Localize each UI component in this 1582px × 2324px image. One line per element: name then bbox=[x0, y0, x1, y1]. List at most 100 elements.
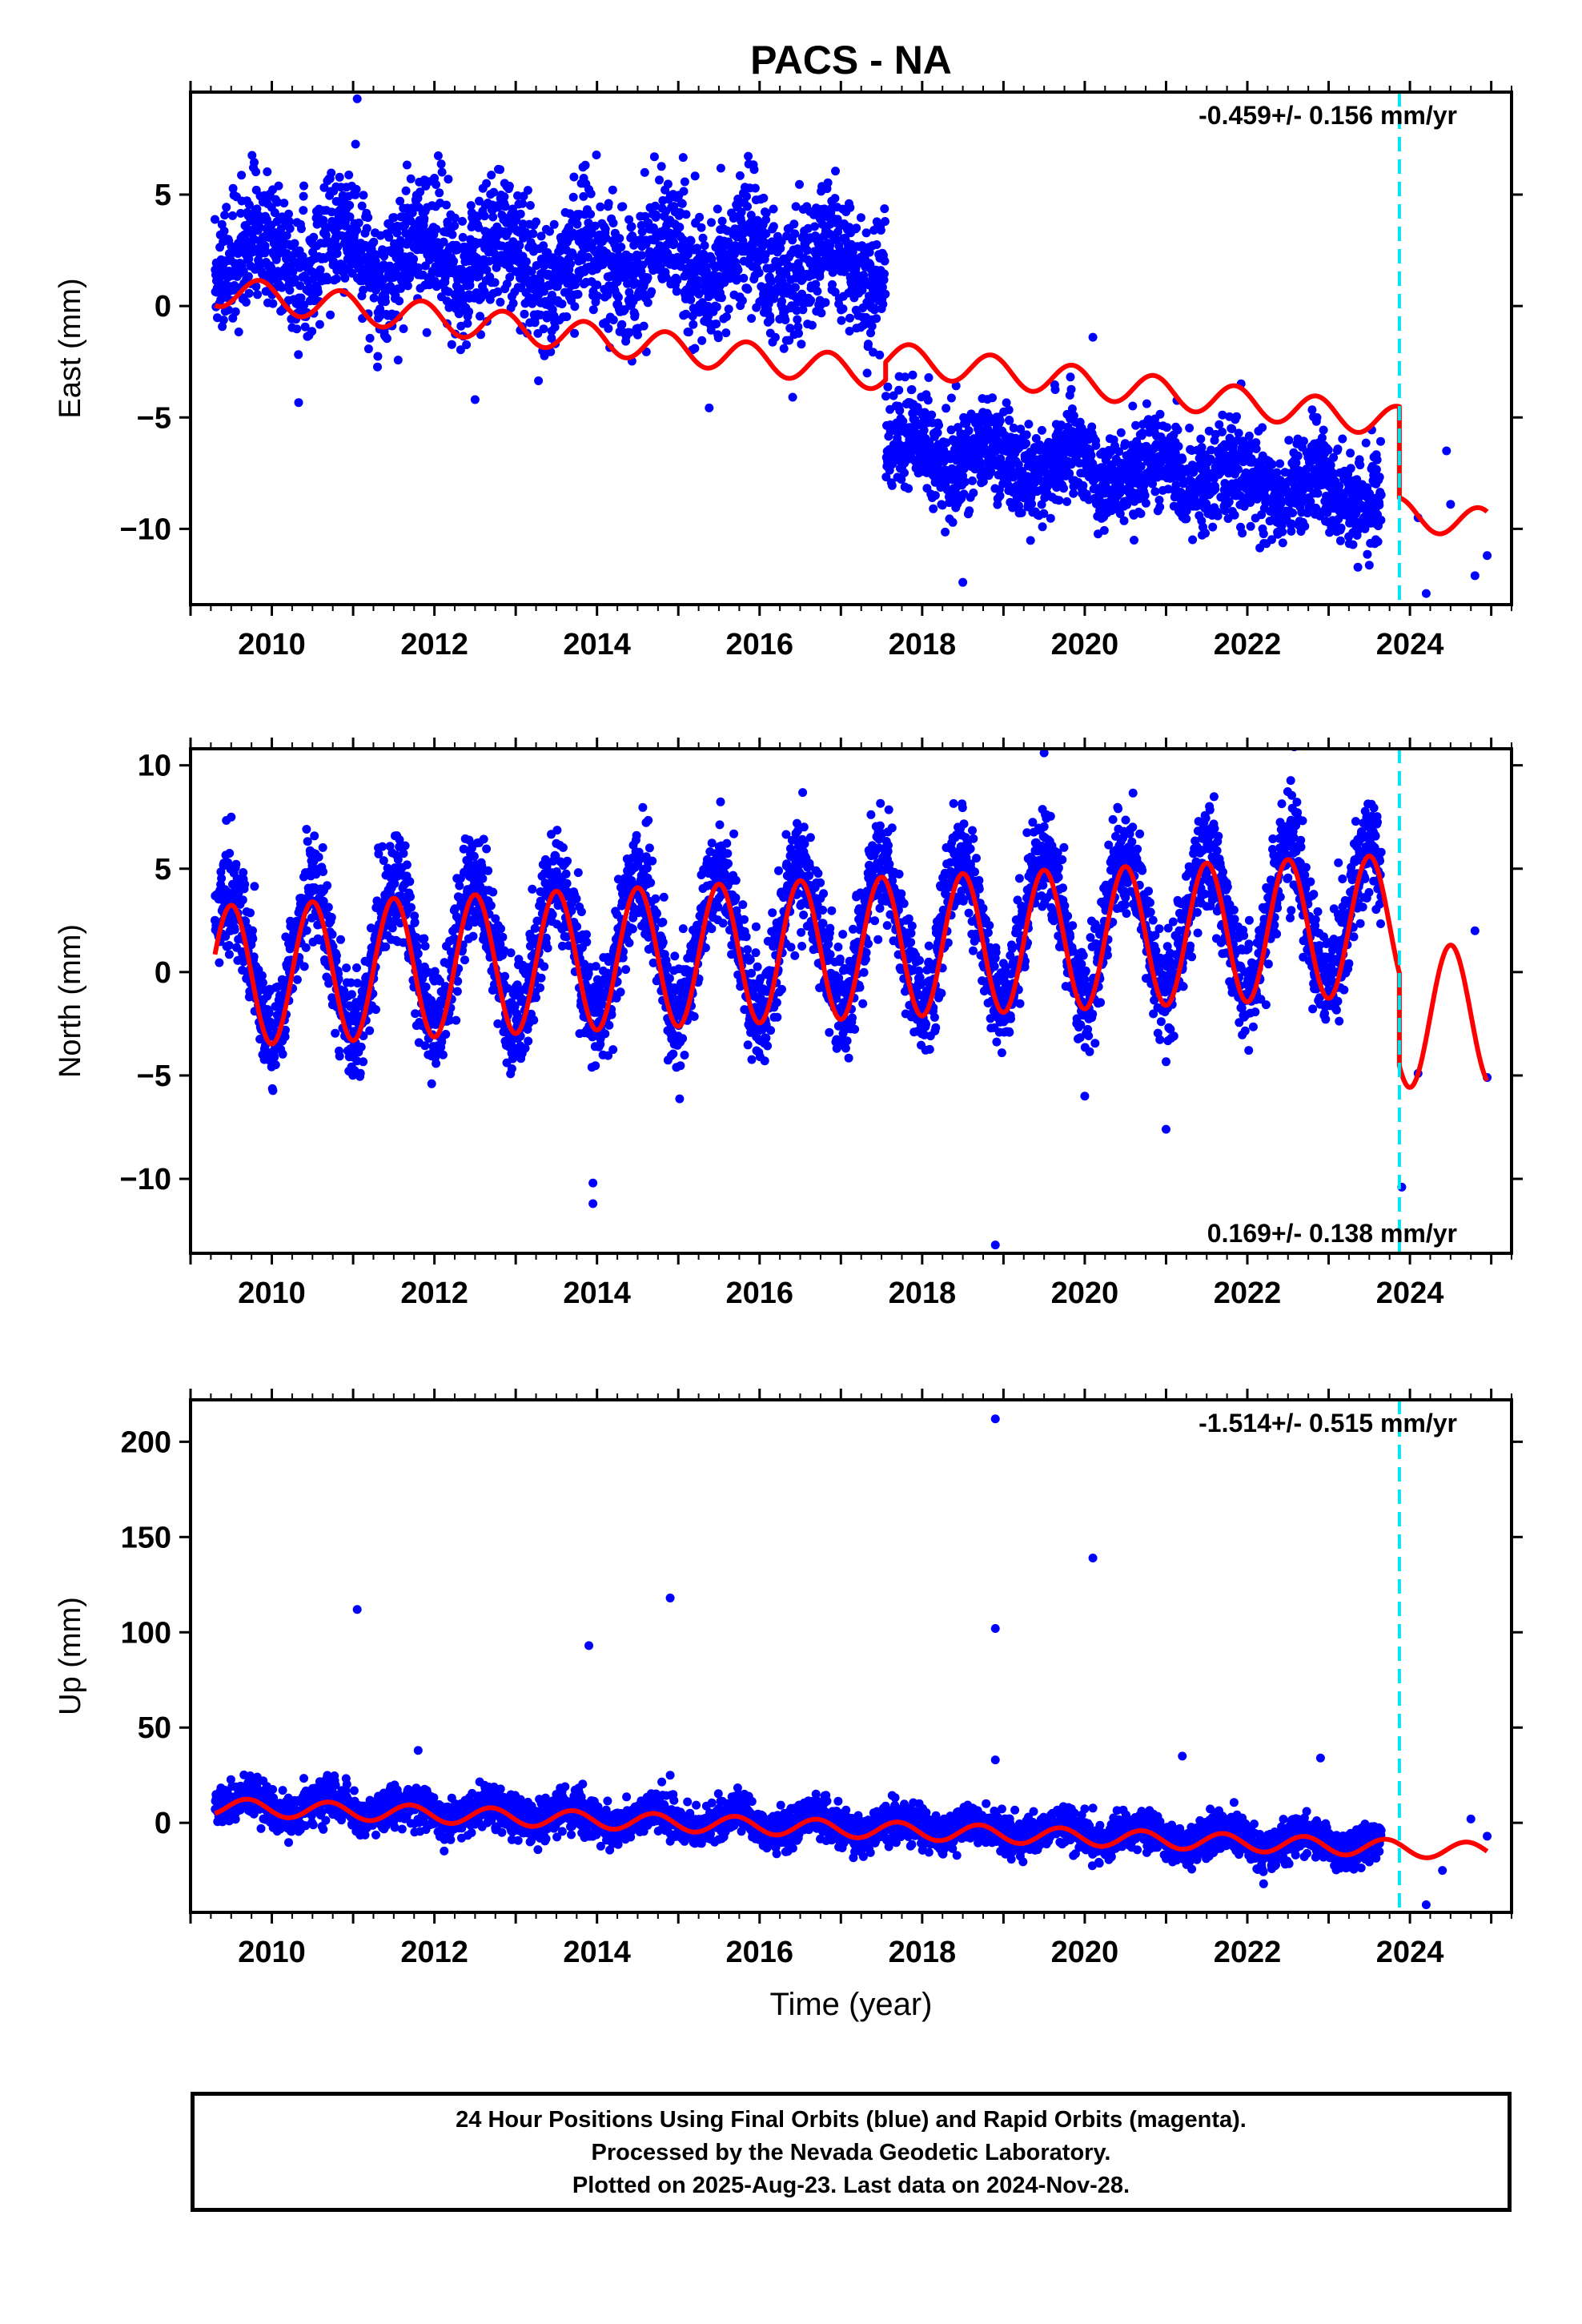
data-point bbox=[1114, 447, 1124, 456]
data-point bbox=[1038, 522, 1047, 532]
data-point bbox=[617, 320, 627, 329]
data-point bbox=[1014, 501, 1024, 511]
x-tick-label: 2022 bbox=[1214, 628, 1282, 661]
outlier-point bbox=[1446, 500, 1456, 509]
data-point bbox=[335, 1051, 344, 1061]
data-point bbox=[219, 227, 229, 235]
data-point bbox=[586, 189, 596, 199]
data-point bbox=[1059, 484, 1068, 493]
data-point bbox=[821, 298, 830, 308]
data-point bbox=[296, 293, 306, 303]
data-point bbox=[678, 235, 688, 244]
data-point bbox=[942, 404, 951, 413]
data-point bbox=[520, 309, 529, 319]
data-point bbox=[776, 243, 785, 253]
data-point bbox=[1016, 424, 1026, 434]
data-point bbox=[923, 396, 933, 405]
data-point bbox=[504, 181, 514, 191]
data-point bbox=[1146, 421, 1155, 431]
data-point bbox=[624, 328, 634, 337]
data-point bbox=[359, 285, 368, 295]
data-point bbox=[371, 250, 380, 259]
data-point bbox=[785, 336, 794, 345]
data-point bbox=[572, 219, 582, 229]
data-point bbox=[1046, 513, 1055, 523]
data-point bbox=[363, 213, 373, 223]
data-point bbox=[442, 200, 451, 210]
data-point bbox=[938, 501, 947, 510]
data-point bbox=[613, 292, 623, 302]
data-point bbox=[1363, 549, 1372, 559]
data-point bbox=[1009, 424, 1018, 432]
data-point bbox=[1208, 522, 1218, 532]
x-tick-label: 2014 bbox=[563, 628, 631, 661]
data-point bbox=[1128, 401, 1138, 411]
data-point bbox=[413, 949, 423, 959]
data-point bbox=[371, 1005, 380, 1015]
data-point bbox=[1201, 529, 1210, 538]
data-point bbox=[1218, 410, 1227, 420]
data-point bbox=[369, 237, 379, 247]
data-point bbox=[867, 321, 877, 331]
data-point bbox=[327, 930, 337, 939]
data-point bbox=[569, 172, 579, 182]
data-point bbox=[739, 273, 749, 283]
data-point bbox=[790, 229, 800, 239]
data-point bbox=[1050, 385, 1060, 394]
data-point bbox=[707, 218, 716, 227]
data-point bbox=[1375, 472, 1384, 482]
data-point bbox=[608, 316, 618, 324]
data-point bbox=[219, 316, 228, 325]
data-point bbox=[880, 269, 889, 279]
data-point bbox=[693, 275, 702, 285]
data-point bbox=[432, 180, 441, 189]
panel-north: 2010 2012 2014 2016 2018 2020 2022 2024−10−5051… bbox=[54, 738, 1523, 1310]
rate-label-east: -0.459+/- 0.156 mm/yr bbox=[1199, 101, 1457, 130]
data-point bbox=[1131, 420, 1141, 430]
data-point bbox=[1066, 372, 1075, 382]
data-point bbox=[649, 152, 659, 162]
data-point bbox=[876, 226, 885, 235]
data-point bbox=[924, 373, 934, 382]
data-point bbox=[414, 263, 424, 272]
data-point bbox=[357, 201, 367, 211]
data-point bbox=[401, 186, 411, 195]
data-point bbox=[793, 315, 802, 324]
data-point bbox=[1300, 521, 1310, 531]
data-point bbox=[1353, 562, 1363, 572]
data-point bbox=[785, 324, 795, 333]
data-point bbox=[492, 263, 501, 272]
data-point bbox=[933, 428, 942, 437]
data-point bbox=[355, 1068, 365, 1078]
data-point bbox=[678, 153, 688, 163]
data-point bbox=[1142, 399, 1151, 408]
data-point bbox=[919, 425, 929, 435]
data-point bbox=[382, 334, 391, 344]
data-point bbox=[490, 278, 500, 287]
data-point bbox=[570, 328, 580, 338]
data-point bbox=[299, 181, 308, 191]
data-point bbox=[227, 812, 236, 822]
data-point bbox=[1116, 428, 1126, 437]
x-tick-label: 2020 bbox=[1051, 628, 1119, 661]
data-point bbox=[681, 309, 691, 319]
data-point bbox=[600, 224, 610, 234]
data-point bbox=[1067, 404, 1077, 413]
data-point bbox=[684, 328, 693, 337]
data-point bbox=[616, 243, 626, 251]
data-point bbox=[959, 489, 969, 499]
data-point bbox=[288, 267, 298, 276]
data-point bbox=[1278, 527, 1287, 537]
data-point bbox=[240, 879, 250, 889]
data-point bbox=[244, 254, 254, 263]
data-point bbox=[250, 158, 259, 167]
data-point bbox=[663, 179, 673, 189]
data-point bbox=[881, 392, 890, 401]
data-point bbox=[405, 270, 415, 279]
data-point bbox=[433, 151, 443, 160]
data-point bbox=[238, 895, 247, 905]
data-point bbox=[586, 210, 596, 219]
data-point bbox=[580, 160, 590, 170]
data-point bbox=[761, 215, 771, 224]
data-point bbox=[528, 299, 537, 308]
